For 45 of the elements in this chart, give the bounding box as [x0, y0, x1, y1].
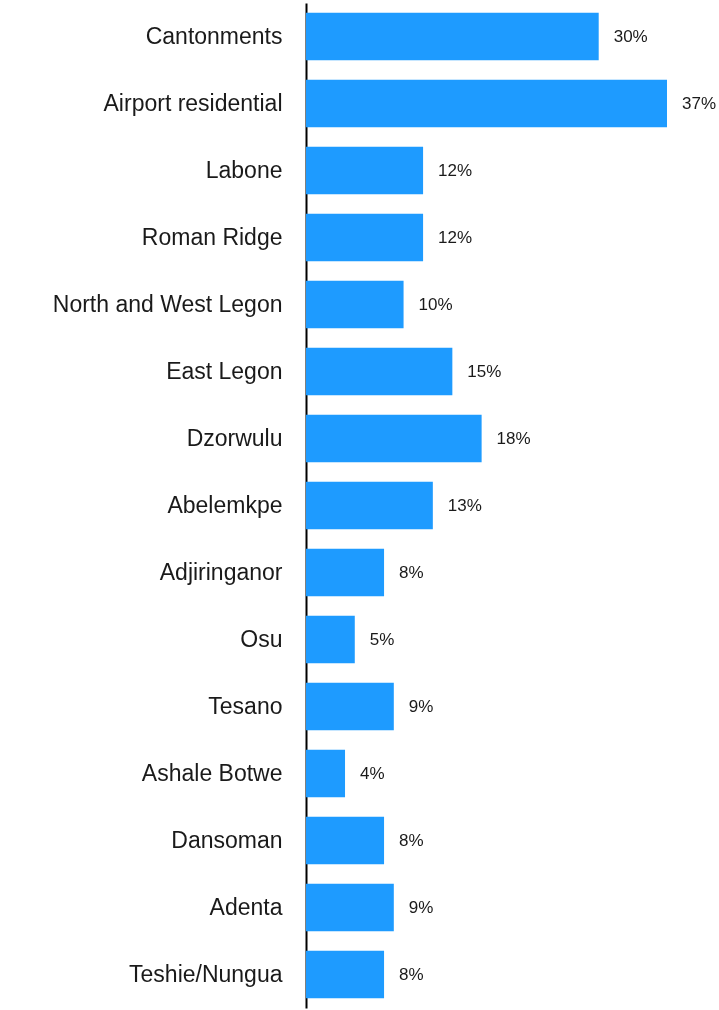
data-label: 4%: [360, 763, 385, 783]
data-label: 12%: [438, 160, 473, 180]
bar: [306, 481, 433, 530]
bar: [306, 682, 394, 731]
y-tick-label: Dzorwulu: [186, 424, 283, 451]
bar: [306, 79, 667, 128]
y-tick-label: Dansoman: [171, 826, 283, 853]
bar: [306, 280, 404, 329]
bar: [306, 816, 385, 865]
bar: [306, 146, 424, 195]
bar: [306, 213, 424, 262]
bar: [306, 414, 482, 463]
data-label: 5%: [369, 629, 395, 649]
y-tick-label: Adjiringanor: [159, 558, 283, 585]
data-label: 12%: [438, 227, 473, 247]
data-label: 9%: [408, 696, 434, 716]
bar: [306, 749, 346, 798]
data-label: 8%: [399, 830, 424, 850]
y-tick-label: Airport residential: [103, 89, 283, 116]
y-tick-label: Abelemkpe: [167, 491, 283, 518]
data-label: 10%: [418, 294, 453, 314]
data-label: 8%: [399, 964, 424, 984]
y-tick-label: Tesano: [208, 692, 283, 719]
y-tick-label: Ashale Botwe: [141, 759, 283, 786]
y-tick-label: Teshie/Nungua: [129, 960, 283, 987]
data-label: 13%: [447, 495, 482, 515]
data-label: 8%: [399, 562, 424, 582]
bar: [306, 883, 394, 932]
data-label: 37%: [682, 93, 717, 113]
y-tick-label: Cantonments: [145, 22, 283, 49]
data-label: 18%: [496, 428, 531, 448]
y-tick-label: Roman Ridge: [141, 223, 283, 250]
bar: [306, 615, 355, 664]
y-tick-label: Labone: [205, 156, 283, 183]
y-tick-label: Adenta: [209, 893, 283, 920]
y-tick-label: Osu: [240, 625, 283, 652]
data-label: 30%: [613, 26, 648, 46]
bar: [306, 950, 385, 999]
data-label: 9%: [408, 897, 434, 917]
data-label: 15%: [467, 361, 502, 381]
bar: [306, 347, 453, 396]
y-tick-label: East Legon: [166, 357, 283, 384]
y-tick-label: North and West Legon: [52, 290, 283, 317]
bar: [306, 548, 385, 597]
bar: [306, 12, 599, 61]
